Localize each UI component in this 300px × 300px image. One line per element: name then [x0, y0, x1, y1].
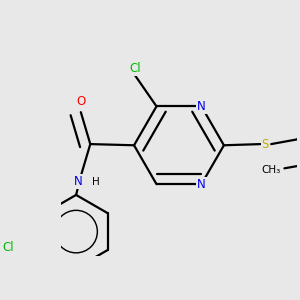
- Text: Cl: Cl: [2, 241, 14, 254]
- Text: S: S: [262, 138, 269, 151]
- Text: O: O: [76, 95, 86, 108]
- Text: N: N: [197, 100, 206, 113]
- Text: Cl: Cl: [129, 62, 141, 75]
- Text: N: N: [74, 176, 83, 188]
- Text: N: N: [197, 178, 206, 191]
- Text: H: H: [92, 177, 100, 187]
- Text: CH₃: CH₃: [262, 164, 281, 175]
